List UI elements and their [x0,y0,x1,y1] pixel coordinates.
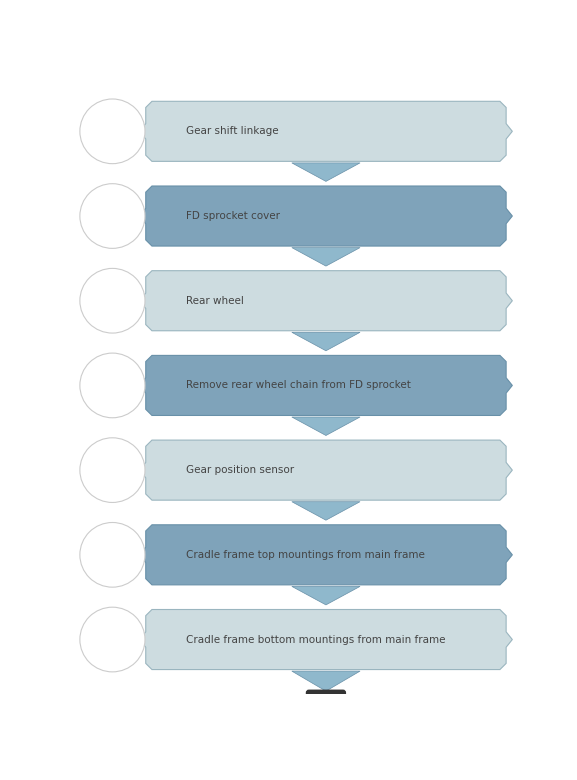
Polygon shape [140,525,512,585]
Polygon shape [292,502,360,520]
Text: Rear wheel: Rear wheel [186,296,244,306]
Text: Gear shift linkage: Gear shift linkage [186,126,279,136]
Polygon shape [140,101,512,161]
Circle shape [80,523,145,587]
Text: Cradle frame bottom mountings from main frame: Cradle frame bottom mountings from main … [186,635,445,644]
Circle shape [80,438,145,502]
Text: Cradle frame top mountings from main frame: Cradle frame top mountings from main fra… [186,550,425,560]
Polygon shape [140,271,512,331]
Text: Remove rear wheel chain from FD sprocket: Remove rear wheel chain from FD sprocket [186,381,411,391]
Polygon shape [292,417,360,435]
Text: FD sprocket cover: FD sprocket cover [186,211,280,221]
Circle shape [80,353,145,418]
Circle shape [80,607,145,672]
Circle shape [80,183,145,248]
Polygon shape [140,440,512,500]
Polygon shape [292,332,360,351]
Polygon shape [292,671,360,691]
Polygon shape [292,163,360,182]
Polygon shape [140,186,512,246]
Polygon shape [140,609,512,669]
Polygon shape [140,356,512,416]
Text: Gear position sensor: Gear position sensor [186,465,294,475]
Circle shape [80,99,145,164]
Text: C: C [321,698,331,711]
Circle shape [80,268,145,333]
Polygon shape [292,247,360,266]
Polygon shape [292,587,360,604]
FancyBboxPatch shape [306,690,346,721]
